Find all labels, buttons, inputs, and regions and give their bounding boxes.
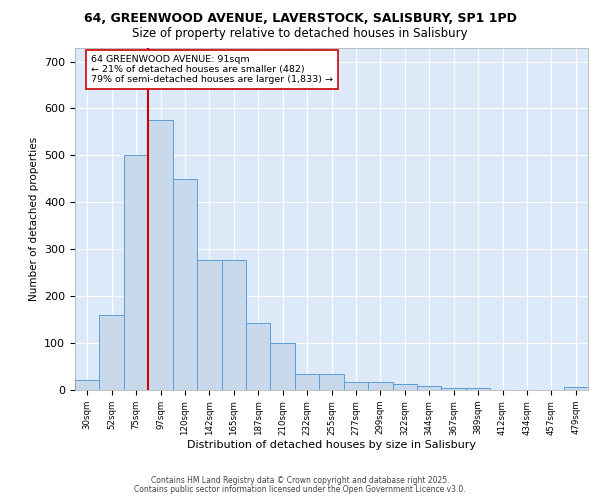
Bar	[197, 260, 221, 390]
Bar	[148, 120, 173, 390]
Text: 64, GREENWOOD AVENUE, LAVERSTOCK, SALISBURY, SP1 1PD: 64, GREENWOOD AVENUE, LAVERSTOCK, SALISB…	[83, 12, 517, 26]
Bar	[442, 388, 466, 390]
Bar	[271, 343, 295, 390]
Bar	[124, 156, 148, 390]
Bar	[100, 315, 124, 390]
Bar	[246, 323, 271, 390]
Bar	[221, 260, 246, 390]
Text: Size of property relative to detached houses in Salisbury: Size of property relative to detached ho…	[132, 28, 468, 40]
Bar	[75, 380, 100, 390]
Text: Contains HM Land Registry data © Crown copyright and database right 2025.: Contains HM Land Registry data © Crown c…	[151, 476, 449, 485]
Bar	[344, 382, 368, 390]
Bar	[295, 374, 319, 390]
Bar	[563, 387, 588, 390]
Text: 64 GREENWOOD AVENUE: 91sqm
← 21% of detached houses are smaller (482)
79% of sem: 64 GREENWOOD AVENUE: 91sqm ← 21% of deta…	[91, 54, 333, 84]
Bar	[417, 386, 442, 390]
Bar	[319, 374, 344, 390]
Text: Contains public sector information licensed under the Open Government Licence v3: Contains public sector information licen…	[134, 484, 466, 494]
Bar	[392, 384, 417, 390]
Y-axis label: Number of detached properties: Number of detached properties	[29, 136, 38, 301]
Bar	[466, 388, 490, 390]
X-axis label: Distribution of detached houses by size in Salisbury: Distribution of detached houses by size …	[187, 440, 476, 450]
Bar	[173, 179, 197, 390]
Bar	[368, 382, 392, 390]
